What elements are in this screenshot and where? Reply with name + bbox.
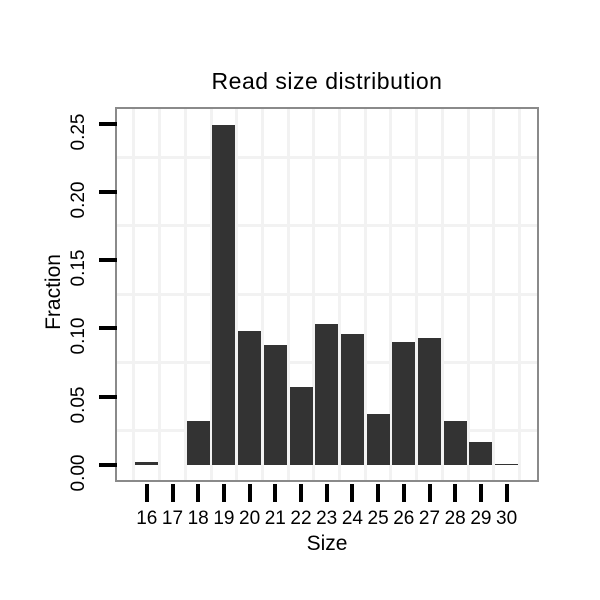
y-axis-tick [99, 326, 117, 331]
x-axis-tick-label: 30 [496, 508, 518, 529]
bar-size-22 [289, 387, 313, 465]
minor-gridline-horizontal [117, 224, 537, 228]
bar-size-27 [418, 337, 441, 465]
minor-gridline-vertical [286, 109, 290, 480]
y-axis-tick-label: 0.20 [68, 181, 89, 219]
y-axis-tick-label: 0.10 [68, 317, 89, 355]
bar-size-24 [340, 333, 364, 465]
y-axis-tick-label: 0.25 [68, 113, 89, 150]
x-axis-tick-label: 18 [187, 508, 209, 529]
x-axis-tick-label: 24 [341, 508, 363, 529]
y-axis-tick-label: 0.00 [68, 454, 89, 492]
bar-size-18 [186, 421, 210, 465]
x-axis-tick-label: 17 [161, 508, 184, 529]
minor-gridline-vertical [415, 109, 419, 480]
y-axis-tick [99, 258, 117, 263]
minor-gridline-horizontal [117, 292, 537, 296]
minor-gridline-vertical [363, 109, 367, 480]
x-axis-tick-label: 21 [264, 508, 286, 529]
x-axis-tick-label: 16 [136, 508, 158, 529]
x-axis-title: Size [306, 532, 348, 555]
y-axis-tick-label: 0.15 [68, 249, 89, 287]
x-axis-tick [247, 484, 252, 502]
x-axis-tick [324, 484, 329, 502]
minor-gridline-vertical [517, 109, 521, 480]
x-axis-tick [376, 484, 381, 502]
x-axis-tick-label: 20 [239, 508, 261, 529]
x-axis-tick [478, 484, 483, 502]
x-axis-tick-label: 27 [418, 508, 441, 529]
bar-size-29 [469, 441, 493, 465]
x-axis-tick [144, 484, 149, 502]
x-axis-tick-label: 19 [213, 508, 235, 529]
bar-size-20 [238, 331, 262, 465]
minor-gridline-vertical [440, 109, 444, 480]
minor-gridline-vertical [389, 109, 393, 480]
minor-gridline-vertical [183, 109, 187, 480]
y-axis-tick-label: 0.05 [68, 386, 89, 424]
minor-gridline-vertical [235, 109, 239, 480]
x-axis-tick [427, 484, 432, 502]
minor-gridline-vertical [466, 109, 470, 480]
x-axis-tick-label: 23 [316, 508, 338, 529]
minor-gridline-vertical [158, 109, 162, 480]
x-axis-tick [170, 484, 175, 502]
bar-size-19 [212, 124, 236, 465]
bar-size-21 [263, 344, 287, 465]
y-axis-tick [99, 189, 117, 194]
minor-gridline-vertical [132, 109, 136, 480]
x-axis-tick [221, 484, 226, 502]
y-axis-tick [99, 463, 117, 467]
bar-size-25 [366, 414, 390, 465]
y-axis-title: Fraction [42, 254, 65, 330]
x-axis-tick [504, 484, 509, 502]
bar-size-30 [495, 463, 519, 465]
y-axis-tick [99, 394, 117, 399]
x-axis-tick [299, 484, 303, 502]
x-axis-tick [350, 484, 355, 502]
x-axis-tick [453, 484, 458, 502]
x-axis-tick-label: 26 [393, 508, 415, 529]
minor-gridline-vertical [209, 109, 213, 480]
y-axis-tick [99, 121, 117, 126]
plot-panel [115, 107, 539, 482]
minor-gridline-vertical [312, 109, 316, 480]
chart-title: Read size distribution [211, 68, 443, 94]
x-axis-tick-label: 22 [290, 508, 312, 529]
x-axis-tick-label: 28 [444, 508, 466, 529]
bar-size-28 [443, 421, 467, 465]
x-axis-tick [196, 484, 201, 502]
minor-gridline-vertical [260, 109, 264, 480]
x-axis-tick-label: 25 [367, 508, 389, 529]
minor-gridline-horizontal [117, 156, 537, 160]
x-axis-tick-label: 29 [470, 508, 492, 529]
minor-gridline-vertical [492, 109, 496, 480]
x-axis-tick [401, 484, 406, 502]
x-axis-tick [273, 484, 278, 502]
bar-size-16 [135, 462, 159, 465]
minor-gridline-vertical [338, 109, 342, 480]
bar-size-26 [392, 342, 416, 465]
bar-size-23 [315, 324, 339, 465]
